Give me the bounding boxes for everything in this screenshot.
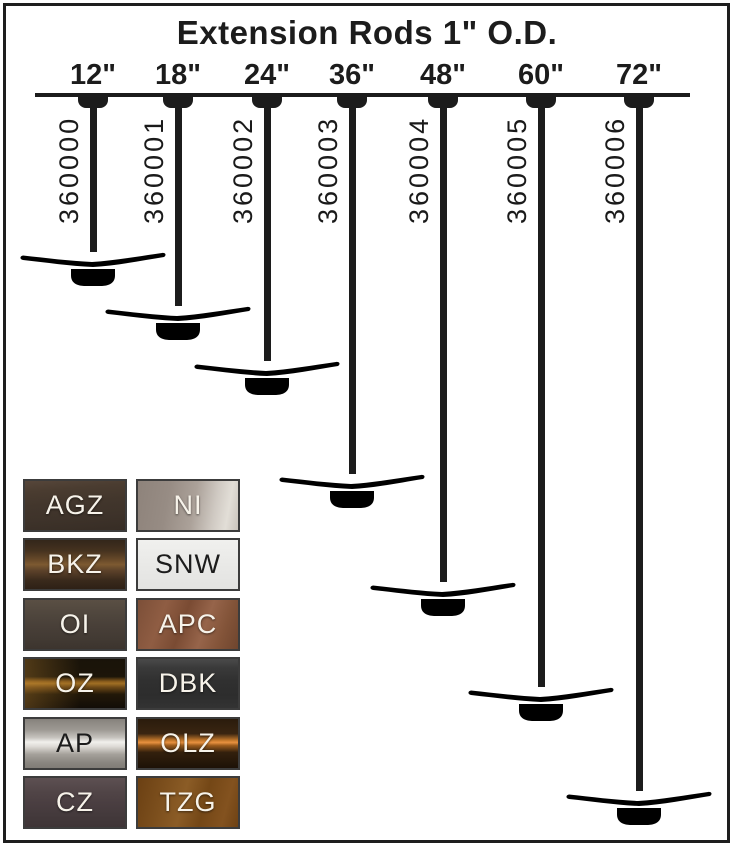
rod-length-label: 18" (154, 59, 201, 91)
part-number: 360006 (600, 115, 630, 224)
finish-swatch-ap: AP (23, 717, 127, 770)
finish-swatch-dbk: DBK (136, 657, 240, 710)
finish-code: AGZ (45, 490, 105, 520)
finish-code: SNW (155, 549, 221, 579)
fan-silhouette-icon (105, 306, 251, 340)
part-number: 360003 (313, 115, 343, 224)
finish-swatch-cz: CZ (23, 776, 127, 829)
finish-code: OLZ (160, 728, 216, 758)
rod-72in (635, 95, 643, 791)
rod-length-label: 12" (69, 59, 116, 91)
finish-code: OI (59, 609, 91, 639)
part-number: 360001 (139, 115, 169, 224)
finish-swatch-oi: OI (23, 598, 127, 651)
finish-swatch-agz: AGZ (23, 479, 127, 532)
finish-swatch-olz: OLZ (136, 717, 240, 770)
rod-36in (348, 95, 356, 474)
finish-swatch-oz: OZ (23, 657, 127, 710)
finish-code: AP (55, 728, 95, 758)
part-number: 360002 (228, 115, 258, 224)
rod-length-label: 72" (615, 59, 662, 91)
finish-code: TZG (159, 787, 217, 817)
finish-code: OZ (55, 668, 95, 698)
finish-code: APC (158, 609, 218, 639)
fan-silhouette-icon (194, 361, 340, 395)
fan-silhouette-icon (20, 252, 166, 286)
rod-length-label: 48" (419, 59, 466, 91)
finish-code: DBK (158, 668, 218, 698)
finish-code: NI (173, 490, 203, 520)
rod-18in (174, 95, 182, 306)
finish-swatch-bkz: BKZ (23, 538, 127, 591)
rod-12in (89, 95, 97, 252)
rod-length-label: 60" (517, 59, 564, 91)
finish-code: CZ (56, 787, 94, 817)
finish-swatch-snw: SNW (136, 538, 240, 591)
page-title: Extension Rods 1" O.D. (176, 14, 558, 51)
finish-swatch-apc: APC (136, 598, 240, 651)
rod-length-label: 24" (243, 59, 290, 91)
ceiling-line (35, 93, 690, 97)
rod-24in (263, 95, 271, 361)
part-number: 360004 (404, 115, 434, 224)
finish-swatch-ni: NI (136, 479, 240, 532)
rod-48in (439, 95, 447, 582)
fan-silhouette-icon (279, 474, 425, 508)
rod-length-label: 36" (328, 59, 375, 91)
part-number: 360000 (54, 115, 84, 224)
finish-code: BKZ (47, 549, 103, 579)
fan-silhouette-icon (370, 582, 516, 616)
fan-silhouette-icon (468, 687, 614, 721)
finish-swatch-tzg: TZG (136, 776, 240, 829)
part-number: 360005 (502, 115, 532, 224)
fan-silhouette-icon (566, 791, 712, 825)
rod-60in (537, 95, 545, 687)
